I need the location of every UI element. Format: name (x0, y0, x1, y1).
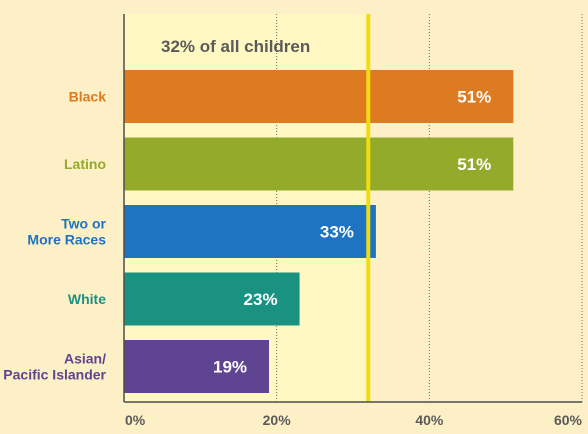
reference-line-label: 32% of all children (161, 37, 310, 56)
bar (124, 205, 376, 258)
bar-value-label: 33% (320, 223, 354, 242)
x-tick-label: 0% (125, 412, 146, 428)
bar-value-label: 23% (244, 290, 278, 309)
bar-value-label: 51% (457, 155, 491, 174)
bars-group: 51% 51% 33% 23% 19% (124, 70, 514, 393)
category-label: Latino (64, 156, 106, 172)
x-tick-label: 20% (263, 412, 292, 428)
x-tick-label: 60% (554, 412, 583, 428)
category-label: Asian/Pacific Islander (3, 351, 106, 383)
bar-value-label: 51% (457, 88, 491, 107)
category-label: Black (69, 89, 107, 105)
x-axis-ticks: 0% 20% 40% 60% (125, 412, 583, 428)
category-label: White (68, 291, 106, 307)
bar (124, 137, 514, 191)
bar-value-label: 19% (213, 358, 247, 377)
bar (124, 340, 270, 393)
category-label: Two or More Races (27, 216, 106, 248)
category-labels: Black Latino Two or More Races White Asian/Pa… (3, 89, 106, 383)
x-tick-label: 40% (415, 412, 444, 428)
bar (124, 70, 514, 123)
bar (124, 272, 300, 326)
